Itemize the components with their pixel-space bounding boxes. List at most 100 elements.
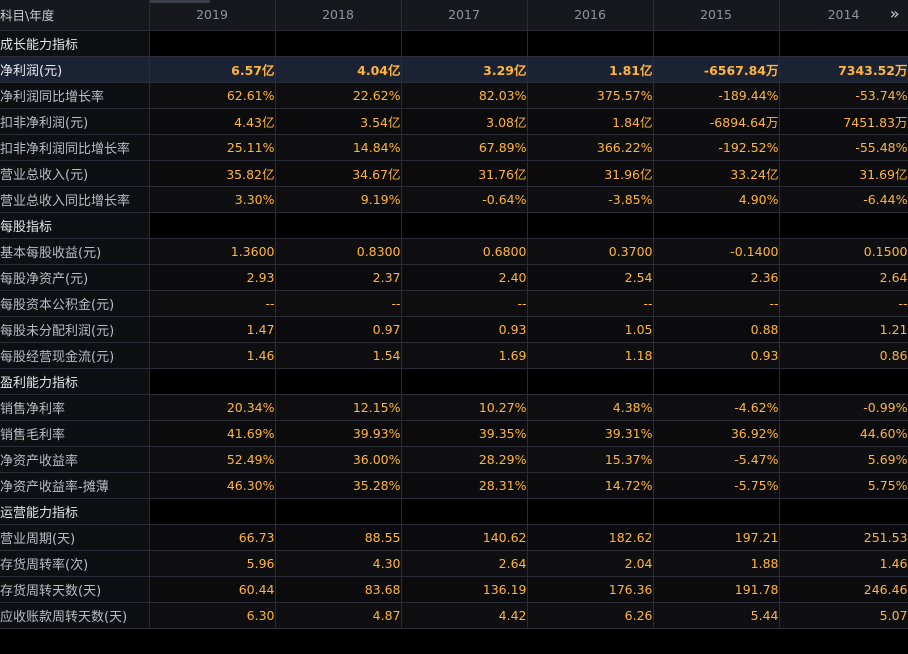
year-header[interactable]: 2018 <box>275 0 402 31</box>
cell-value: -0.64% <box>401 186 528 213</box>
cell-value: 3.30% <box>149 186 276 213</box>
cell-value: -- <box>779 290 908 317</box>
cell-value: 66.73 <box>149 524 276 551</box>
cell-value: 1.88 <box>653 550 780 577</box>
cell-value: -189.44% <box>653 82 780 109</box>
cell-value: 88.55 <box>275 524 402 551</box>
section-row: 运营能力指标 <box>0 498 908 525</box>
cell-value: -- <box>149 290 276 317</box>
cell-value: 191.78 <box>653 576 780 603</box>
header-row: 科目\年度 2019 2018 2017 2016 2015 2014 » <box>0 0 908 31</box>
year-header[interactable]: 2016 <box>527 0 654 31</box>
cell-value: 4.30 <box>275 550 402 577</box>
cell-value: 0.97 <box>275 316 402 343</box>
cell-value: 2.36 <box>653 264 780 291</box>
cell-value: 4.90% <box>653 186 780 213</box>
row-label: 净资产收益率 <box>0 446 150 473</box>
section-empty-cell <box>401 30 528 57</box>
table-row[interactable]: 净资产收益率 52.49% 36.00% 28.29% 15.37% -5.47% 5.69… <box>0 446 908 473</box>
row-label: 每股净资产(元) <box>0 264 150 291</box>
table-row[interactable]: 存货周转率(次) 5.96 4.30 2.64 2.04 1.88 1.46 <box>0 550 908 577</box>
section-empty-cell <box>401 498 528 525</box>
cell-value: 2.64 <box>779 264 908 291</box>
cell-value: 7343.52万 <box>779 56 908 83</box>
cell-value: 0.88 <box>653 316 780 343</box>
section-empty-cell <box>653 498 780 525</box>
table-row[interactable]: 存货周转天数(天) 60.44 83.68 136.19 176.36 191.78 246… <box>0 576 908 603</box>
cell-value: 1.81亿 <box>527 56 654 83</box>
section-row: 盈利能力指标 <box>0 368 908 395</box>
table-row[interactable]: 每股净资产(元) 2.93 2.37 2.40 2.54 2.36 2.64 <box>0 264 908 291</box>
row-label: 存货周转率(次) <box>0 550 150 577</box>
row-label: 净利润同比增长率 <box>0 82 150 109</box>
cell-value: -- <box>401 290 528 317</box>
table-row[interactable]: 扣非净利润同比增长率 25.11% 14.84% 67.89% 366.22% -192.… <box>0 134 908 161</box>
section-empty-cell <box>149 212 276 239</box>
section-empty-cell <box>275 368 402 395</box>
double-chevron-right-icon[interactable]: » <box>889 4 900 23</box>
cell-value: 35.82亿 <box>149 160 276 187</box>
cell-value: 6.30 <box>149 602 276 629</box>
cell-value: 1.69 <box>401 342 528 369</box>
cell-value: 36.00% <box>275 446 402 473</box>
cell-value: 1.46 <box>149 342 276 369</box>
row-label: 每股未分配利润(元) <box>0 316 150 343</box>
table-row[interactable]: 净资产收益率-摊薄 46.30% 35.28% 28.31% 14.72% -5.75% 5… <box>0 472 908 499</box>
table-row[interactable]: 应收账款周转天数(天) 6.30 4.87 4.42 6.26 5.44 5.07 <box>0 602 908 629</box>
cell-value: 136.19 <box>401 576 528 603</box>
row-label: 扣非净利润(元) <box>0 108 150 135</box>
table-row[interactable]: 营业周期(天) 66.73 88.55 140.62 182.62 197.21 251.5… <box>0 524 908 551</box>
table-row[interactable]: 营业总收入(元) 35.82亿 34.67亿 31.76亿 31.96亿 33.24亿 31… <box>0 160 908 187</box>
cell-value: 0.1500 <box>779 238 908 265</box>
cell-value: 52.49% <box>149 446 276 473</box>
cell-value: 44.60% <box>779 420 908 447</box>
cell-value: 0.86 <box>779 342 908 369</box>
cell-value: 0.93 <box>401 316 528 343</box>
table-row[interactable]: 每股经营现金流(元) 1.46 1.54 1.69 1.18 0.93 0.86 <box>0 342 908 369</box>
row-label: 每股经营现金流(元) <box>0 342 150 369</box>
section-empty-cell <box>779 498 908 525</box>
header-label: 科目\年度 <box>0 0 150 31</box>
cell-value: 2.64 <box>401 550 528 577</box>
table-row[interactable]: 销售净利率 20.34% 12.15% 10.27% 4.38% -4.62% -0.99% <box>0 394 908 421</box>
cell-value: 0.6800 <box>401 238 528 265</box>
table-row[interactable]: 营业总收入同比增长率 3.30% 9.19% -0.64% -3.85% 4.90% -6.… <box>0 186 908 213</box>
table-row[interactable]: 基本每股收益(元) 1.3600 0.8300 0.6800 0.3700 -0.1400… <box>0 238 908 265</box>
cell-value: 36.92% <box>653 420 780 447</box>
table-row[interactable]: 净利润(元) 6.57亿 4.04亿 3.29亿 1.81亿 -6567.84万 7343.… <box>0 56 908 83</box>
year-header[interactable]: 2017 <box>401 0 528 31</box>
cell-value: 22.62% <box>275 82 402 109</box>
cell-value: -53.74% <box>779 82 908 109</box>
section-empty-cell <box>779 212 908 239</box>
cell-value: 1.47 <box>149 316 276 343</box>
section-title: 成长能力指标 <box>0 30 150 57</box>
cell-value: -5.75% <box>653 472 780 499</box>
cell-value: 4.38% <box>527 394 654 421</box>
cell-value: -192.52% <box>653 134 780 161</box>
year-header-last[interactable]: 2014 » <box>779 0 908 31</box>
row-label: 每股资本公积金(元) <box>0 290 150 317</box>
table-row[interactable]: 扣非净利润(元) 4.43亿 3.54亿 3.08亿 1.84亿 -6894.64万 745… <box>0 108 908 135</box>
cell-value: 31.96亿 <box>527 160 654 187</box>
cell-value: 28.31% <box>401 472 528 499</box>
section-empty-cell <box>401 368 528 395</box>
row-label: 扣非净利润同比增长率 <box>0 134 150 161</box>
cell-value: -- <box>275 290 402 317</box>
cell-value: 176.36 <box>527 576 654 603</box>
cell-value: 3.08亿 <box>401 108 528 135</box>
cell-value: 46.30% <box>149 472 276 499</box>
year-header[interactable]: 2019 <box>149 0 276 31</box>
cell-value: 15.37% <box>527 446 654 473</box>
section-title: 每股指标 <box>0 212 150 239</box>
table-row[interactable]: 每股资本公积金(元) -- -- -- -- -- -- <box>0 290 908 317</box>
table-row[interactable]: 每股未分配利润(元) 1.47 0.97 0.93 1.05 0.88 1.21 <box>0 316 908 343</box>
cell-value: -4.62% <box>653 394 780 421</box>
cell-value: 39.31% <box>527 420 654 447</box>
table-row[interactable]: 净利润同比增长率 62.61% 22.62% 82.03% 375.57% -189.44… <box>0 82 908 109</box>
cell-value: 2.40 <box>401 264 528 291</box>
section-row: 每股指标 <box>0 212 908 239</box>
cell-value: 31.76亿 <box>401 160 528 187</box>
table-row[interactable]: 销售毛利率 41.69% 39.93% 39.35% 39.31% 36.92% 44.60… <box>0 420 908 447</box>
year-header[interactable]: 2015 <box>653 0 780 31</box>
cell-value: 1.05 <box>527 316 654 343</box>
